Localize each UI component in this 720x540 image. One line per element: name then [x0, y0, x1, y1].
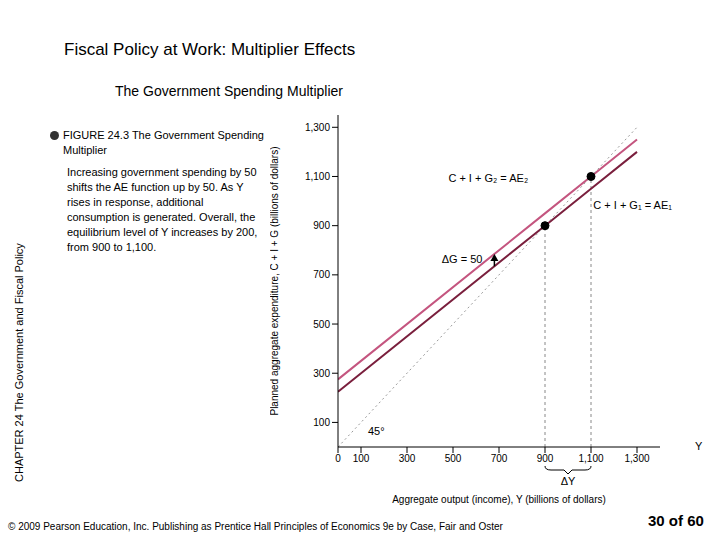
svg-text:700: 700	[313, 269, 330, 280]
svg-text:45°: 45°	[368, 425, 385, 437]
svg-text:300: 300	[313, 368, 330, 379]
html-text:The Government Spending Multip: The Government Spending Multiplier	[115, 83, 343, 99]
svg-text:1,100: 1,100	[578, 453, 603, 464]
svg-text:500: 500	[313, 319, 330, 330]
html-text:© 2009 Pearson Education, Inc.: © 2009 Pearson Education, Inc. Publishin…	[8, 521, 503, 532]
html-text:CHAPTER 24 The Government and: CHAPTER 24 The Government and Fiscal Pol…	[13, 243, 25, 482]
svg-text:900: 900	[537, 453, 554, 464]
svg-text:1,100: 1,100	[305, 171, 330, 182]
svg-text:300: 300	[399, 453, 416, 464]
html-text:FIGURE 24.3 The Government Spe: FIGURE 24.3 The Government Spending Mult…	[63, 129, 264, 156]
svg-text:700: 700	[491, 453, 508, 464]
svg-text:ΔY: ΔY	[561, 475, 576, 487]
html-text:Increasing government spending: Increasing government spending by 50 shi…	[67, 166, 258, 253]
svg-text:ΔG = 50: ΔG = 50	[442, 253, 483, 265]
html-text:30 of 60: 30 of 60	[648, 512, 704, 529]
html-text:Fiscal Policy at Work: Multipl: Fiscal Policy at Work: Multiplier Effect…	[64, 40, 356, 59]
svg-text:900: 900	[313, 220, 330, 231]
svg-text:100: 100	[313, 417, 330, 428]
svg-text:Planned aggregate expenditure,: Planned aggregate expenditure, C + I + G…	[270, 146, 280, 415]
svg-text:1,300: 1,300	[624, 453, 649, 464]
svg-text:500: 500	[445, 453, 462, 464]
svg-text:1,300: 1,300	[305, 122, 330, 133]
svg-text:0: 0	[335, 453, 341, 464]
svg-text:100: 100	[353, 453, 370, 464]
svg-text:C + I + G₂ = AE₂: C + I + G₂ = AE₂	[448, 172, 528, 184]
svg-text:Aggregate output (income), Y (: Aggregate output (income), Y (billions o…	[392, 494, 606, 505]
svg-text:C + I + G₁ = AE₁: C + I + G₁ = AE₁	[593, 199, 672, 211]
html-text:Y: Y	[695, 440, 703, 452]
